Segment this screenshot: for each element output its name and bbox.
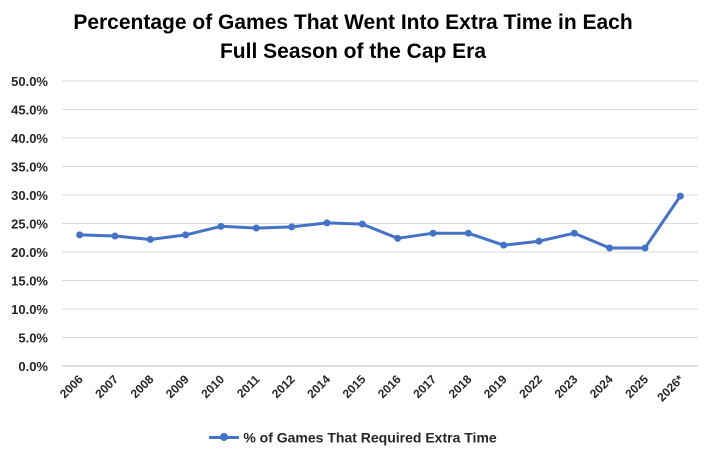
data-point bbox=[606, 244, 614, 252]
x-tick-label: 2010 bbox=[198, 372, 227, 401]
y-tick-label: 20.0% bbox=[11, 245, 48, 260]
y-tick-label: 50.0% bbox=[11, 74, 48, 89]
x-tick-label: 2025 bbox=[622, 372, 651, 401]
x-tick-label: 2007 bbox=[92, 372, 121, 401]
data-point bbox=[358, 220, 366, 228]
x-tick-label: 2014 bbox=[304, 372, 333, 401]
data-point bbox=[535, 237, 543, 245]
chart-title-line-1: Percentage of Games That Went Into Extra… bbox=[73, 11, 633, 34]
gridlines bbox=[62, 80, 698, 338]
data-point bbox=[394, 234, 402, 242]
x-tick-label: 2017 bbox=[410, 372, 439, 401]
y-tick-label: 0.0% bbox=[18, 359, 48, 374]
x-tick-label: 2016 bbox=[375, 372, 404, 401]
data-point bbox=[464, 229, 472, 237]
data-point bbox=[182, 231, 190, 239]
y-tick-label: 5.0% bbox=[18, 331, 48, 346]
data-point bbox=[252, 224, 260, 232]
x-tick-label: 2015 bbox=[340, 372, 369, 401]
y-tick-label: 15.0% bbox=[11, 274, 48, 289]
data-point bbox=[676, 192, 684, 200]
data-point bbox=[570, 229, 578, 237]
y-axis-tick-labels: 0.0% 5.0% 10.0% 15.0% 20.0% 25.0% 30.0% 35.0% 40… bbox=[11, 74, 48, 374]
data-point bbox=[217, 222, 225, 230]
data-point bbox=[323, 219, 331, 227]
data-point bbox=[111, 232, 119, 240]
y-tick-label: 35.0% bbox=[11, 160, 48, 175]
y-tick-label: 30.0% bbox=[11, 188, 48, 203]
chart-title: Percentage of Games That Went Into Extra… bbox=[0, 8, 706, 66]
data-point bbox=[76, 231, 84, 239]
legend[interactable]: % of Games That Required Extra Time bbox=[0, 428, 706, 445]
x-tick-label: 2009 bbox=[163, 372, 192, 401]
chart-title-line-2: Full Season of the Cap Era bbox=[219, 40, 487, 63]
legend-line-marker-icon bbox=[209, 430, 240, 444]
y-tick-label: 40.0% bbox=[11, 131, 48, 146]
x-tick-label: 2022 bbox=[516, 372, 545, 401]
y-tick-label: 25.0% bbox=[11, 217, 48, 232]
y-tick-label: 45.0% bbox=[11, 103, 48, 118]
x-axis-tick-labels: 2006 2007 2008 2009 2010 2011 2012 2014 2015 2016… bbox=[57, 372, 687, 404]
data-point bbox=[429, 229, 437, 237]
data-point bbox=[500, 241, 508, 249]
x-tick-label: 2018 bbox=[446, 372, 475, 401]
series-group bbox=[76, 192, 684, 252]
series-line bbox=[78, 194, 682, 250]
x-tick-label: 2026* bbox=[654, 372, 686, 404]
x-tick-label: 2019 bbox=[481, 372, 510, 401]
data-point bbox=[288, 223, 296, 231]
data-point bbox=[146, 235, 154, 243]
x-tick-label: 2012 bbox=[269, 372, 298, 401]
x-tick-label: 2011 bbox=[234, 372, 263, 401]
x-tick-label: 2006 bbox=[57, 372, 86, 401]
y-tick-label: 10.0% bbox=[11, 302, 48, 317]
x-tick-label: 2023 bbox=[552, 372, 581, 401]
x-tick-label: 2008 bbox=[128, 372, 157, 401]
data-point bbox=[641, 244, 649, 252]
legend-label: % of Games That Required Extra Time bbox=[243, 429, 497, 446]
x-tick-label: 2024 bbox=[587, 372, 616, 401]
